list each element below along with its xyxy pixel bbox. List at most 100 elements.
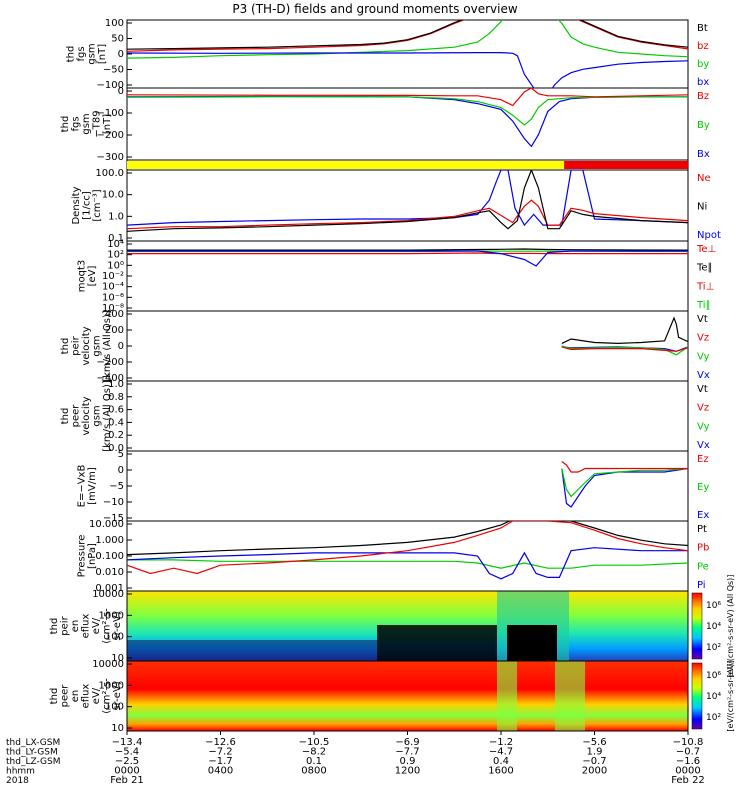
colorbar-tick: 10⁴ xyxy=(706,622,721,632)
legend-label: Ti∥ xyxy=(696,300,711,311)
y-tick-label: 0.4 xyxy=(108,417,124,428)
legend-label: Bt xyxy=(697,23,708,34)
mode-segment xyxy=(127,161,565,169)
x-tick-label: −6.9 xyxy=(395,737,419,748)
y-axis-label: fgs xyxy=(71,116,82,131)
x-tick-label: −8.2 xyxy=(302,747,326,758)
y-axis-label: E=−VxB xyxy=(77,465,88,508)
x-tick-label: 0000 xyxy=(675,766,700,777)
y-tick-label: 10⁻⁶ xyxy=(102,292,124,303)
series-line xyxy=(561,467,688,508)
y-tick-label: −15 xyxy=(103,513,124,524)
y-axis-label: eflux xyxy=(81,614,92,639)
x-tick-label: Feb 22 xyxy=(671,775,705,786)
y-tick-label: 10000 xyxy=(92,589,124,600)
y-tick-label: 0.1 xyxy=(108,233,124,244)
x-tick-label: 0.1 xyxy=(306,756,322,767)
y-axis-label: gsm xyxy=(87,43,98,64)
y-axis-label: peir xyxy=(60,615,71,635)
series-line xyxy=(127,20,688,52)
colorbar-tick: 10⁶ xyxy=(706,671,721,681)
y-axis-label: velocity xyxy=(81,326,92,365)
y-tick-label: 10.0 xyxy=(102,190,124,201)
y-tick-label: −300 xyxy=(97,152,124,163)
y-tick-label: 200 xyxy=(105,325,124,336)
x-tick-label: −7.7 xyxy=(395,747,419,758)
y-axis-label: Density xyxy=(71,186,82,224)
y-axis-label: (cm²-s- xyxy=(102,678,113,714)
series-line xyxy=(127,170,688,232)
series-line xyxy=(127,20,688,59)
legend-label: bx xyxy=(697,77,709,88)
x-tick-label: −2.5 xyxy=(115,756,139,767)
legend-label: by xyxy=(697,59,709,70)
legend-label: Te⊥ xyxy=(696,244,716,255)
y-tick-label: 0 xyxy=(118,465,124,476)
y-axis-label: [km/s (All Qs)] xyxy=(102,380,113,452)
y-tick-label: 10 xyxy=(111,653,124,664)
series-line xyxy=(561,316,688,345)
x-tick-label: −12.6 xyxy=(205,737,236,748)
y-tick-label: −200 xyxy=(97,130,124,141)
y-tick-label: −100 xyxy=(97,108,124,119)
y-axis-label: [1/cc] xyxy=(82,191,93,220)
y-axis-label: eflux xyxy=(81,684,92,709)
y-tick-label: 100.0 xyxy=(95,168,124,179)
y-tick-label: 0 xyxy=(118,86,124,97)
series-line xyxy=(127,20,688,50)
y-tick-label: −400 xyxy=(97,373,124,384)
x-tick-label: −1.2 xyxy=(489,737,513,748)
legend-label: Vy xyxy=(697,421,710,432)
y-tick-label: 0.010 xyxy=(95,567,124,578)
x-row-label: 2018 xyxy=(6,776,29,786)
legend-label: Ey xyxy=(697,482,709,493)
series-line xyxy=(127,252,688,255)
series-line xyxy=(127,88,688,107)
y-axis-label: [km/s (All Qs)] xyxy=(102,310,113,382)
colorbar-tick: 10⁴ xyxy=(706,692,721,702)
legend-label: bz xyxy=(697,41,709,52)
x-tick-label: −4.7 xyxy=(489,747,513,758)
y-tick-label: 0.8 xyxy=(108,392,124,403)
spectrogram-peer xyxy=(126,660,689,732)
legend-label: Pb xyxy=(697,543,709,554)
x-tick-label: −5.6 xyxy=(582,737,606,748)
y-axis-label: [nPa] xyxy=(87,543,98,569)
x-tick-label: Feb 21 xyxy=(110,775,144,786)
panel-density xyxy=(126,169,689,242)
y-tick-label: 100 xyxy=(105,632,124,643)
y-axis-label: eV/ xyxy=(91,617,102,634)
x-tick-label: 1600 xyxy=(488,766,513,777)
y-axis-label: thd xyxy=(60,408,71,425)
legend-label: Vt xyxy=(697,384,708,395)
legend-label: Pi xyxy=(697,580,706,591)
y-axis-label: velocity xyxy=(81,396,92,435)
y-tick-label: 0.2 xyxy=(108,430,124,441)
colorbar-peir xyxy=(691,592,703,660)
series-line xyxy=(561,346,688,352)
y-axis-label: sr-eV) xyxy=(112,681,123,710)
x-tick-label: −0.7 xyxy=(676,747,700,758)
series-line xyxy=(127,199,688,230)
y-tick-label: −200 xyxy=(97,357,124,368)
y-axis-label: thd xyxy=(60,116,71,133)
series-line xyxy=(127,95,688,148)
legend-label: Ne xyxy=(697,173,711,184)
legend-label: Ez xyxy=(697,454,709,465)
series-line xyxy=(127,559,688,569)
y-axis-label: fgs xyxy=(76,46,87,61)
x-tick-label: 0.9 xyxy=(400,756,416,767)
y-tick-label: 10 xyxy=(111,723,124,734)
y-tick-label: 0 xyxy=(118,49,124,60)
y-axis-label: peer xyxy=(60,684,71,708)
legend-label: Bx xyxy=(697,149,710,160)
colorbar-label: [eV/(cm²-s-sr-eV) (All Qs)] xyxy=(726,575,735,678)
legend-label: Vt xyxy=(697,314,708,325)
x-tick-label: −7.2 xyxy=(208,747,232,758)
panel-peir-velocity xyxy=(126,310,689,382)
y-axis-label: (cm²-s- xyxy=(102,608,113,644)
y-axis-label: Pressure xyxy=(77,535,88,578)
y-tick-label: 10² xyxy=(107,250,124,261)
colorbar-peer xyxy=(691,662,703,730)
legend-label: Ex xyxy=(697,510,709,521)
